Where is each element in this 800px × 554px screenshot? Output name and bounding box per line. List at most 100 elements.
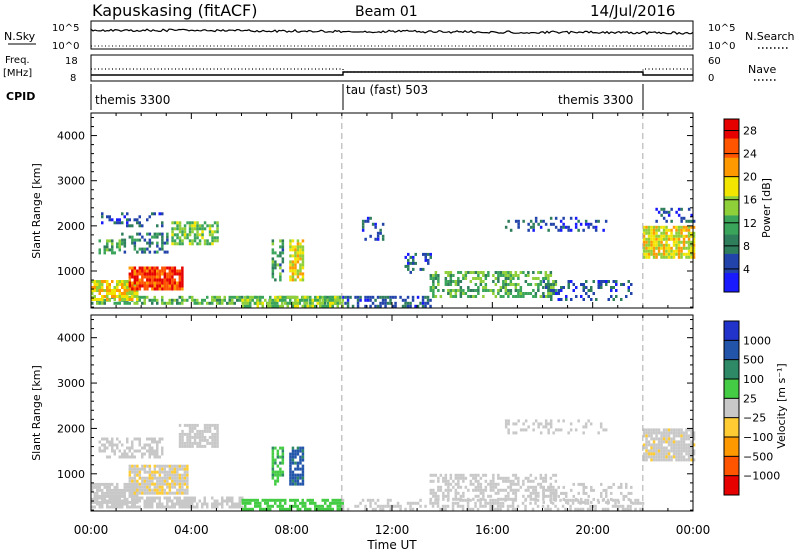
- power-pixel: [321, 295, 324, 299]
- velocity-pixel: [156, 443, 159, 447]
- power-ytick-label: 4000: [57, 130, 85, 143]
- power-pixel: [178, 284, 182, 288]
- velocity-pixel: [213, 438, 217, 442]
- power-pixel: [364, 237, 367, 241]
- power-pixel: [168, 287, 172, 291]
- power-pixel: [259, 301, 262, 305]
- power-pixel: [106, 245, 109, 249]
- velocity-pixel: [479, 491, 483, 495]
- power-pixel: [294, 278, 297, 282]
- velocity-pixel: [617, 500, 620, 504]
- velocity-pixel: [324, 501, 327, 505]
- velocity-pixel: [314, 504, 317, 508]
- velocity-pixel: [549, 482, 553, 486]
- velocity-pixel: [502, 488, 505, 492]
- power-pixel: [429, 277, 433, 280]
- velocity-pixel: [163, 479, 167, 483]
- power-pixel: [547, 292, 550, 295]
- velocity-pixel: [424, 504, 427, 508]
- velocity-pixel: [482, 488, 485, 492]
- power-pixel: [181, 281, 184, 285]
- power-pixel: [682, 243, 686, 247]
- power-pixel: [291, 301, 294, 305]
- power-pixel: [547, 283, 550, 286]
- velocity-pixel: [208, 423, 212, 427]
- velocity-pixel: [186, 482, 189, 486]
- velocity-pixel: [136, 505, 139, 509]
- power-pixel: [121, 238, 124, 242]
- velocity-pixel: [246, 507, 249, 511]
- power-pixel: [494, 283, 498, 286]
- velocity-pixel: [163, 488, 167, 492]
- power-pixel: [615, 295, 618, 298]
- power-pixel: [647, 252, 651, 256]
- velocity-pixel: [381, 504, 385, 508]
- power-pixel: [171, 233, 174, 237]
- velocity-pixel: [146, 464, 149, 468]
- velocity-pixel: [133, 505, 136, 509]
- power-pixel: [141, 250, 144, 254]
- power-pixel: [432, 283, 435, 286]
- power-pixel: [647, 237, 651, 241]
- velocity-pixel: [281, 452, 285, 456]
- velocity-pixel: [118, 491, 121, 495]
- power-pixel: [274, 278, 277, 282]
- velocity-pixel: [216, 435, 219, 439]
- velocity-pixel: [680, 452, 683, 456]
- power-pixel: [662, 207, 666, 211]
- velocity-pixel: [650, 437, 653, 441]
- velocity-pixel: [439, 488, 443, 492]
- velocity-pixel: [474, 501, 477, 505]
- power-colorbar-cell-8: [724, 119, 739, 139]
- velocity-pixel: [552, 488, 555, 492]
- power-pixel: [163, 241, 167, 245]
- power-pixel: [146, 278, 149, 282]
- velocity-pixel: [106, 440, 109, 444]
- velocity-pixel: [587, 419, 590, 423]
- velocity-pixel: [191, 505, 194, 509]
- velocity-pixel: [680, 449, 683, 453]
- power-pixel: [291, 295, 294, 299]
- velocity-pixel: [201, 505, 204, 509]
- velocity-pixel: [289, 473, 292, 477]
- power-pixel: [123, 244, 127, 248]
- power-pixel: [116, 289, 119, 292]
- velocity-echo-region-6: [289, 446, 305, 486]
- velocity-pixel: [111, 497, 114, 501]
- velocity-pixel: [665, 437, 668, 441]
- velocity-pixel: [136, 437, 139, 441]
- velocity-pixel: [171, 502, 174, 506]
- velocity-pixel: [650, 434, 653, 438]
- power-pixel: [477, 271, 480, 274]
- velocity-pixel: [467, 488, 470, 492]
- power-pixel: [123, 298, 126, 301]
- power-pixel: [108, 292, 111, 295]
- power-pixel: [662, 210, 666, 214]
- velocity-pixel: [582, 425, 585, 429]
- velocity-pixel: [213, 505, 216, 509]
- velocity-pixel: [389, 507, 392, 511]
- velocity-pixel: [620, 485, 623, 489]
- power-pixel: [176, 242, 179, 246]
- power-pixel: [642, 255, 646, 259]
- power-pixel: [549, 283, 553, 286]
- velocity-pixel: [447, 488, 450, 492]
- power-pixel: [211, 224, 214, 228]
- power-pixel: [434, 277, 438, 280]
- velocity-pixel: [476, 498, 480, 502]
- velocity-pixel: [193, 423, 197, 427]
- velocity-pixel: [186, 470, 189, 474]
- power-pixel: [472, 289, 475, 292]
- velocity-pixel: [680, 446, 683, 450]
- velocity-pixel: [381, 507, 385, 511]
- power-pixel: [141, 269, 144, 273]
- power-pixel: [294, 266, 297, 270]
- power-echo-region-16: [655, 207, 696, 223]
- power-pixel: [158, 269, 162, 273]
- power-pixel: [201, 236, 204, 240]
- power-pixel: [404, 301, 407, 305]
- power-pixel: [341, 298, 344, 302]
- power-pixel: [98, 292, 101, 295]
- velocity-pixel: [532, 485, 535, 489]
- velocity-pixel: [652, 452, 656, 456]
